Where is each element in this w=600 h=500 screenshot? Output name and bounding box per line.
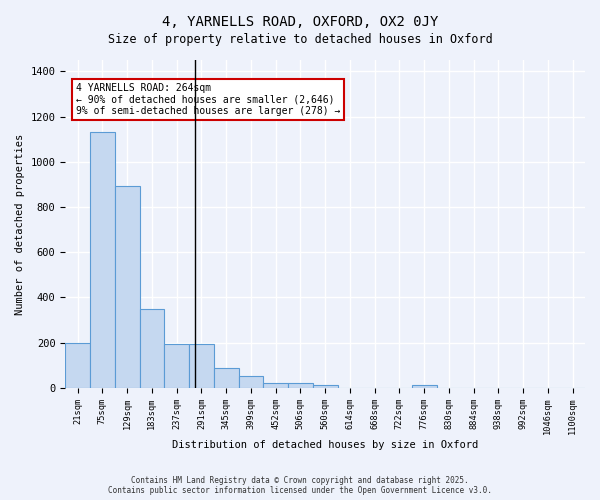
- Bar: [313, 384, 338, 388]
- Text: Size of property relative to detached houses in Oxford: Size of property relative to detached ho…: [107, 32, 493, 46]
- Bar: [239, 376, 263, 388]
- Bar: [214, 368, 239, 388]
- Bar: [140, 309, 164, 388]
- Bar: [115, 186, 140, 388]
- X-axis label: Distribution of detached houses by size in Oxford: Distribution of detached houses by size …: [172, 440, 478, 450]
- Bar: [164, 344, 189, 388]
- Bar: [288, 384, 313, 388]
- Bar: [412, 384, 437, 388]
- Text: Contains HM Land Registry data © Crown copyright and database right 2025.
Contai: Contains HM Land Registry data © Crown c…: [108, 476, 492, 495]
- Bar: [263, 384, 288, 388]
- Y-axis label: Number of detached properties: Number of detached properties: [15, 134, 25, 314]
- Text: 4, YARNELLS ROAD, OXFORD, OX2 0JY: 4, YARNELLS ROAD, OXFORD, OX2 0JY: [162, 15, 438, 29]
- Bar: [90, 132, 115, 388]
- Bar: [65, 342, 90, 388]
- Text: 4 YARNELLS ROAD: 264sqm
← 90% of detached houses are smaller (2,646)
9% of semi-: 4 YARNELLS ROAD: 264sqm ← 90% of detache…: [76, 83, 340, 116]
- Bar: [189, 344, 214, 388]
